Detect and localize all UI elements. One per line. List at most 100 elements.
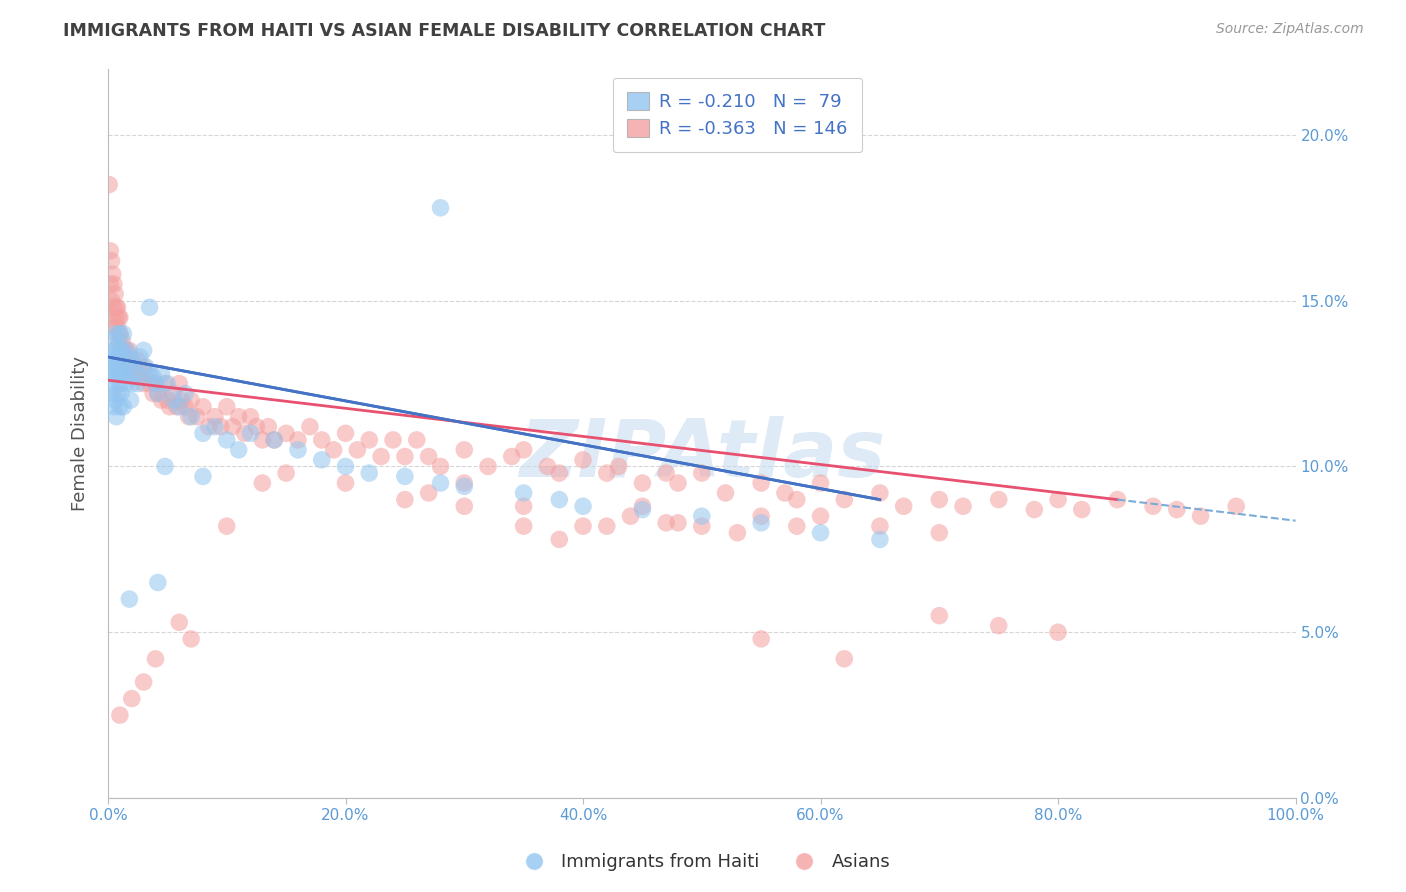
Point bbox=[928, 608, 950, 623]
Point bbox=[122, 359, 145, 374]
Point bbox=[156, 376, 179, 391]
Point bbox=[287, 433, 309, 447]
Point bbox=[174, 400, 197, 414]
Point bbox=[107, 367, 129, 381]
Point bbox=[276, 426, 298, 441]
Point bbox=[135, 359, 157, 374]
Point bbox=[114, 376, 136, 391]
Point bbox=[453, 476, 475, 491]
Point bbox=[607, 459, 630, 474]
Point bbox=[111, 334, 134, 348]
Point bbox=[132, 359, 155, 374]
Point bbox=[103, 400, 125, 414]
Point bbox=[180, 409, 202, 424]
Point bbox=[100, 376, 122, 391]
Point bbox=[263, 433, 285, 447]
Point bbox=[215, 519, 238, 533]
Point bbox=[150, 367, 173, 381]
Point bbox=[111, 367, 134, 381]
Point bbox=[107, 320, 129, 334]
Point bbox=[239, 426, 262, 441]
Point bbox=[107, 310, 129, 325]
Point bbox=[120, 393, 142, 408]
Point bbox=[103, 367, 125, 381]
Point bbox=[548, 492, 571, 507]
Point bbox=[418, 450, 440, 464]
Point bbox=[655, 466, 678, 480]
Point bbox=[153, 459, 176, 474]
Point bbox=[114, 353, 136, 368]
Point bbox=[135, 367, 157, 381]
Point bbox=[252, 476, 274, 491]
Point bbox=[287, 442, 309, 457]
Point bbox=[110, 386, 132, 401]
Point bbox=[132, 376, 155, 391]
Point bbox=[215, 433, 238, 447]
Point bbox=[108, 400, 131, 414]
Point bbox=[245, 419, 267, 434]
Point bbox=[382, 433, 405, 447]
Point bbox=[118, 350, 141, 364]
Point bbox=[121, 691, 143, 706]
Point bbox=[548, 466, 571, 480]
Point bbox=[146, 386, 169, 401]
Point bbox=[104, 370, 127, 384]
Point bbox=[170, 393, 193, 408]
Point bbox=[1024, 502, 1046, 516]
Point bbox=[512, 500, 534, 514]
Point bbox=[869, 519, 891, 533]
Point bbox=[108, 326, 131, 341]
Point bbox=[631, 502, 654, 516]
Point bbox=[394, 469, 416, 483]
Point bbox=[146, 386, 169, 401]
Point bbox=[311, 452, 333, 467]
Point bbox=[666, 476, 689, 491]
Point bbox=[810, 509, 832, 524]
Point bbox=[138, 300, 160, 314]
Text: ZIPAtlas: ZIPAtlas bbox=[519, 417, 884, 494]
Point bbox=[132, 343, 155, 358]
Point bbox=[453, 500, 475, 514]
Point bbox=[596, 519, 619, 533]
Point bbox=[952, 500, 974, 514]
Point bbox=[928, 525, 950, 540]
Point bbox=[631, 476, 654, 491]
Point bbox=[987, 618, 1010, 632]
Point bbox=[1166, 502, 1188, 516]
Point bbox=[114, 359, 136, 374]
Point bbox=[773, 486, 796, 500]
Point bbox=[156, 393, 179, 408]
Point bbox=[359, 466, 381, 480]
Point bbox=[191, 469, 214, 483]
Point bbox=[127, 376, 149, 391]
Point bbox=[101, 359, 124, 374]
Point bbox=[110, 359, 132, 374]
Point bbox=[104, 393, 127, 408]
Point bbox=[105, 359, 128, 374]
Point bbox=[162, 386, 184, 401]
Point bbox=[453, 442, 475, 457]
Point bbox=[167, 615, 190, 630]
Point bbox=[127, 353, 149, 368]
Point bbox=[104, 320, 127, 334]
Point bbox=[749, 632, 772, 646]
Point bbox=[690, 509, 713, 524]
Point bbox=[167, 400, 190, 414]
Point bbox=[186, 409, 208, 424]
Point bbox=[114, 343, 136, 358]
Point bbox=[112, 343, 135, 358]
Point bbox=[159, 400, 181, 414]
Point bbox=[394, 492, 416, 507]
Point bbox=[335, 426, 357, 441]
Point bbox=[111, 343, 134, 358]
Point bbox=[1047, 625, 1070, 640]
Point bbox=[477, 459, 499, 474]
Point bbox=[749, 516, 772, 530]
Point bbox=[98, 353, 121, 368]
Point bbox=[121, 353, 143, 368]
Point bbox=[145, 652, 167, 666]
Point bbox=[121, 367, 143, 381]
Point bbox=[122, 359, 145, 374]
Point bbox=[690, 466, 713, 480]
Point bbox=[215, 400, 238, 414]
